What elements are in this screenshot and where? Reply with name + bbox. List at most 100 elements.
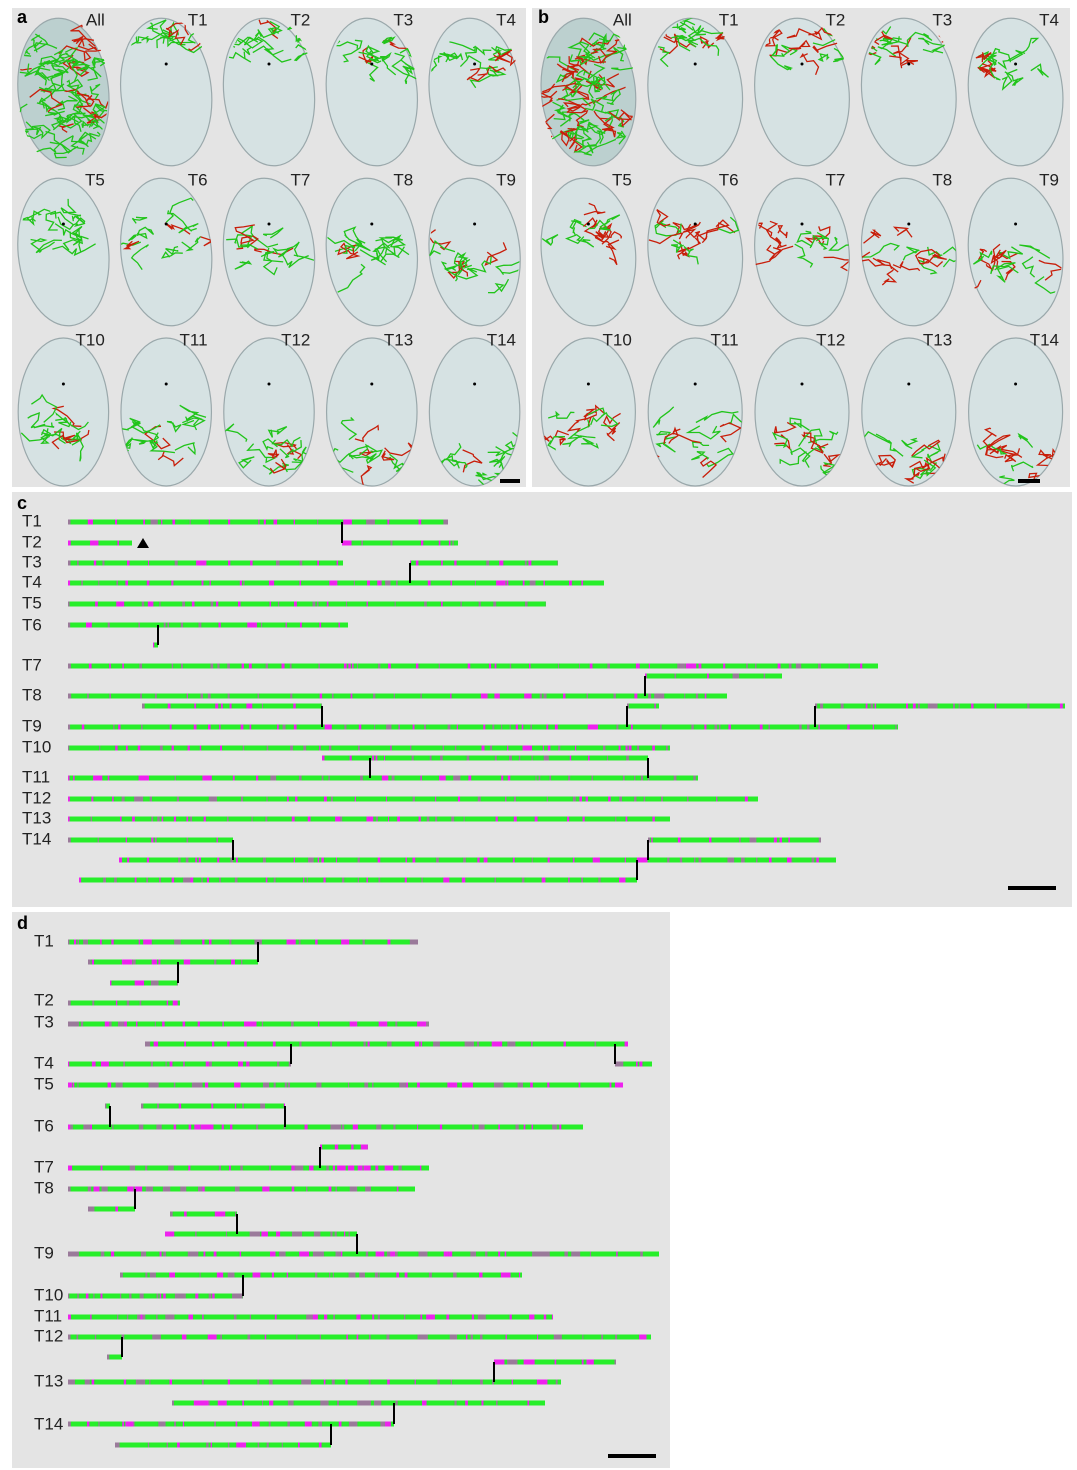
stripe [183, 1422, 184, 1427]
stripe [161, 520, 162, 525]
stripe [220, 1335, 222, 1340]
stripe [250, 561, 252, 566]
stripe [313, 1252, 324, 1257]
stripe [379, 1022, 388, 1027]
stripe [122, 1422, 124, 1427]
stripe [439, 776, 446, 781]
stripe [186, 858, 189, 863]
stripe [141, 725, 143, 730]
stripe [253, 1273, 261, 1278]
stripe [241, 960, 242, 965]
stripe [168, 704, 171, 709]
stripe [376, 1252, 385, 1257]
stripe [426, 1315, 435, 1320]
stripe [733, 674, 739, 679]
origin-dot [370, 383, 373, 386]
row-label: T13 [34, 1371, 63, 1390]
stripe [165, 1315, 174, 1320]
stripe [319, 746, 320, 751]
stripe [559, 1125, 561, 1130]
stripe [485, 1252, 487, 1257]
stripe [639, 1062, 642, 1067]
stripe [190, 817, 192, 822]
stripe [530, 725, 531, 730]
stripe [365, 1187, 371, 1192]
track-bar [410, 561, 558, 566]
stripe [709, 838, 711, 843]
stripe [366, 878, 367, 883]
stripe [524, 1360, 535, 1365]
stripe [87, 694, 89, 699]
stripe [421, 878, 422, 883]
stripe [350, 1187, 357, 1192]
stripe [129, 1294, 131, 1299]
stripe [746, 664, 748, 669]
stripe [437, 1380, 440, 1385]
stripe [120, 817, 122, 822]
stripe [78, 940, 79, 945]
row-label: T7 [22, 655, 42, 674]
stripe [157, 1104, 159, 1109]
stripe [103, 878, 106, 883]
stripe [162, 1022, 164, 1027]
stripe [170, 1062, 173, 1067]
stripe [625, 858, 626, 863]
stripe [554, 1335, 562, 1340]
stripe [544, 756, 549, 761]
stripe [680, 858, 682, 863]
stripe [125, 581, 128, 586]
stripe [184, 1042, 186, 1047]
stripe [147, 581, 150, 586]
stripe [198, 623, 201, 628]
stripe [439, 664, 440, 669]
stripe [267, 1443, 269, 1448]
stripe [634, 694, 637, 699]
stripe [477, 1042, 479, 1047]
stripe [187, 838, 189, 843]
origin-dot [268, 223, 271, 226]
stripe [380, 1252, 381, 1257]
stripe [329, 746, 331, 751]
stripe [186, 817, 188, 822]
stripe [448, 725, 451, 730]
stripe [348, 1166, 354, 1171]
stripe [146, 878, 148, 883]
stripe [95, 602, 98, 607]
track-bar [68, 940, 418, 945]
stripe [349, 1232, 350, 1237]
stripe [547, 797, 548, 802]
stripe [290, 746, 293, 751]
stripe [159, 878, 160, 883]
stripe [235, 1212, 236, 1217]
stripe [626, 817, 628, 822]
cell-label: T3 [393, 10, 413, 29]
stripe [194, 1125, 200, 1130]
stripe [416, 561, 419, 566]
stripe [115, 1207, 118, 1212]
stripe [649, 664, 650, 669]
stripe [122, 664, 124, 669]
stripe [212, 1294, 214, 1299]
stripe [342, 541, 352, 546]
stripe [514, 797, 516, 802]
stripe [258, 1443, 260, 1448]
stripe [83, 940, 88, 945]
stripe [350, 756, 352, 761]
stripe [875, 704, 876, 709]
stripe [363, 1166, 370, 1171]
stripe [454, 561, 456, 566]
stripe [361, 1145, 368, 1150]
stripe [120, 1294, 121, 1299]
origin-dot [473, 383, 476, 386]
stripe [275, 1315, 277, 1320]
stripe [299, 581, 301, 586]
row-label: T14 [22, 829, 51, 848]
cell-label: T11 [711, 330, 739, 349]
stripe [457, 725, 458, 730]
stripe [385, 1422, 391, 1427]
stripe [160, 1252, 162, 1257]
stripe [220, 746, 222, 751]
stripe [366, 520, 375, 525]
stripe [90, 1315, 91, 1320]
stripe [366, 1252, 368, 1257]
